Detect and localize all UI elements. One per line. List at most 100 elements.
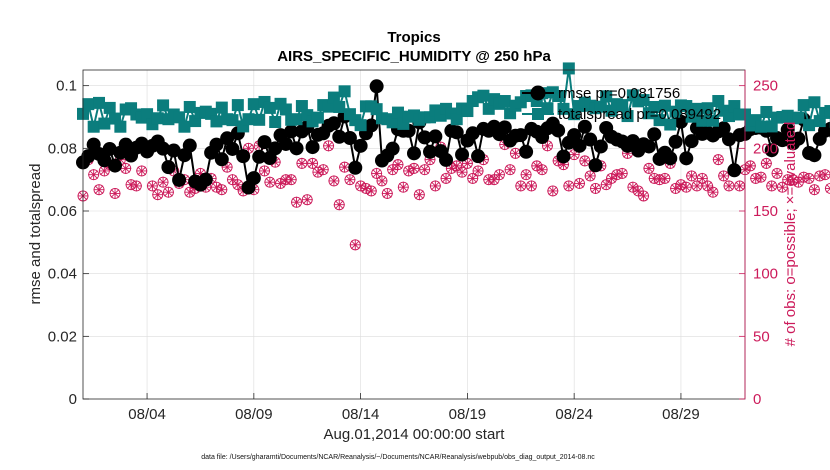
obs-evaluated-point <box>317 164 329 176</box>
obs-evaluated-point <box>275 177 287 189</box>
rmse-point <box>556 149 571 164</box>
obs-evaluated-point <box>744 160 756 172</box>
rmse-point <box>791 131 806 146</box>
rmse-point <box>278 136 293 151</box>
obs-evaluated-point <box>568 149 580 161</box>
rmse-point <box>214 152 229 167</box>
totalspread-point <box>664 118 677 131</box>
totalspread-point <box>696 114 709 127</box>
totalspread-point <box>82 98 95 111</box>
totalspread-point <box>562 62 575 75</box>
obs-evaluated-point <box>771 167 783 179</box>
rmse-point <box>588 158 603 173</box>
rmse-point <box>679 151 694 166</box>
rmse-point <box>289 141 304 156</box>
obs-evaluated-point <box>670 182 682 194</box>
obs-evaluated-point <box>734 180 746 192</box>
totalspread-point <box>637 94 650 107</box>
obs-evaluated-point <box>291 196 303 208</box>
obs-evaluated-point <box>648 172 660 184</box>
obs-evaluated-point <box>392 159 404 171</box>
totalspread-point <box>803 119 816 132</box>
rmse-point <box>641 139 656 154</box>
rmse-line <box>82 85 830 189</box>
rmse-point <box>348 160 363 175</box>
obs-evaluated-point <box>125 179 137 191</box>
rmse-point <box>198 172 213 187</box>
y-right-tick-label: 100 <box>753 266 778 283</box>
totalspread-point <box>461 105 474 118</box>
rmse-point <box>246 171 261 186</box>
rmse-point <box>684 134 699 149</box>
x-tick-label: 08/24 <box>555 406 593 423</box>
rmse-point <box>225 141 240 156</box>
obs-evaluated-point <box>355 180 367 192</box>
y-right-tick-label: 150 <box>753 203 778 220</box>
obs-evaluated-point <box>264 176 276 188</box>
obs-evaluated-point <box>456 166 468 178</box>
obs-evaluated-point <box>232 179 244 191</box>
y-axis-right-label: # of obs: o=possible; ×=evaluated <box>782 122 799 347</box>
x-tick-label: 08/14 <box>342 406 380 423</box>
rmse-point <box>663 151 678 166</box>
y-right-tick-label: 50 <box>753 328 770 345</box>
obs-evaluated-point <box>563 180 575 192</box>
obs-evaluated-point <box>98 165 110 177</box>
totalspread-series <box>77 62 830 133</box>
obs-evaluated-point <box>210 181 222 193</box>
totalspread-point <box>247 98 260 111</box>
totalspread-point <box>231 99 244 112</box>
obs-evaluated-point <box>408 162 420 174</box>
totalspread-point <box>792 111 805 124</box>
rmse-point <box>428 129 443 144</box>
obs-evaluated-point <box>146 180 158 192</box>
rmse-point <box>465 126 480 141</box>
obs-evaluated-point <box>600 179 612 191</box>
obs-evaluated-point <box>547 185 559 197</box>
legend-spread-marker <box>532 108 544 120</box>
obs-evaluated-point <box>488 174 500 186</box>
obs-evaluated-point <box>616 167 628 179</box>
obs-evaluated-point <box>88 169 100 181</box>
chart-subtitle: AIRS_SPECIFIC_HUMIDITY @ 250 hPa <box>277 48 551 65</box>
totalspread-point <box>338 85 351 98</box>
totalspread-point <box>477 89 490 102</box>
rmse-point <box>423 144 438 159</box>
rmse-point <box>81 149 96 164</box>
obs-evaluated-point <box>504 164 516 176</box>
obs-evaluated-point <box>691 180 703 192</box>
rmse-point <box>252 149 267 164</box>
totalspread-point <box>253 113 266 126</box>
totalspread-point <box>263 101 276 114</box>
rmse-point <box>780 122 795 137</box>
legend-rmse-label: rmse pr=0.081756 <box>558 85 680 102</box>
rmse-point <box>449 125 464 140</box>
totalspread-point <box>210 115 223 128</box>
rmse-point <box>257 135 272 150</box>
obs-evaluated-point <box>750 172 762 184</box>
rmse-point <box>716 121 731 136</box>
data-file-footnote: data file: /Users/gharamti/Documents/NCA… <box>201 454 595 461</box>
y-tick-label: 0.04 <box>48 266 77 283</box>
obs-evaluated-point <box>760 157 772 169</box>
obs-evaluated-point <box>643 162 655 174</box>
obs-evaluated-point <box>702 180 714 192</box>
rmse-point <box>567 128 582 143</box>
obs-evaluated-point <box>413 189 425 201</box>
obs-evaluated-point <box>707 186 719 198</box>
totalspread-point <box>391 106 404 119</box>
totalspread-point <box>322 100 335 113</box>
totalspread-point <box>151 112 164 125</box>
rmse-point <box>551 123 566 138</box>
obs-evaluated-point <box>659 172 671 184</box>
totalspread-point <box>760 105 773 118</box>
obs-evaluated-point <box>509 147 521 159</box>
obs-evaluated-point <box>387 164 399 176</box>
totalspread-point <box>183 100 196 113</box>
rmse-point <box>572 138 587 153</box>
rmse-point <box>342 130 357 145</box>
rmse-point <box>182 138 197 153</box>
rmse-point <box>108 158 123 173</box>
obs-evaluated-point <box>808 184 820 196</box>
obs-evaluated-point <box>285 174 297 186</box>
